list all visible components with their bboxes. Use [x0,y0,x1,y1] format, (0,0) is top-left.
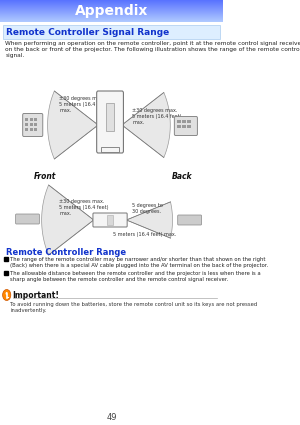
Bar [0,3,223,4]
Bar [188,125,191,128]
Polygon shape [48,91,98,159]
Bar [188,120,191,123]
Bar [25,118,28,121]
Bar [0,8,223,9]
Bar [0,9,223,10]
Bar [177,120,181,123]
Text: 5 degrees to: 5 degrees to [132,203,163,208]
Bar [34,123,37,126]
Circle shape [3,289,11,300]
Circle shape [6,292,8,295]
FancyBboxPatch shape [16,214,39,224]
Text: max.: max. [132,120,145,125]
FancyBboxPatch shape [97,91,123,153]
Bar [0,15,223,16]
Bar [0,12,223,13]
Bar [30,128,33,131]
Text: sharp angle between the remote controller and the remote control signal receiver: sharp angle between the remote controlle… [10,277,228,282]
Text: max.: max. [59,108,72,113]
Bar [0,1,223,2]
Bar [182,125,186,128]
Bar [30,123,33,126]
Bar [3,25,220,39]
Text: ±30 degrees max.: ±30 degrees max. [132,108,178,113]
Text: The allowable distance between the remote controller and the projector is less w: The allowable distance between the remot… [10,271,260,276]
Bar [0,19,223,20]
Text: 49: 49 [106,414,117,422]
Text: on the back or front of the projector. The following illustration shows the rang: on the back or front of the projector. T… [5,47,300,52]
Bar [34,128,37,131]
Text: Front: Front [34,172,56,181]
Bar [0,4,223,5]
Bar [101,147,119,152]
Bar [0,20,223,21]
Text: The range of the remote controller may be narrower and/or shorter than that show: The range of the remote controller may b… [10,257,265,262]
Bar [177,125,181,128]
Bar [0,11,223,12]
Text: Appendix: Appendix [75,4,148,18]
FancyBboxPatch shape [174,116,197,136]
Bar [0,21,223,22]
Bar [0,17,223,18]
Bar [0,0,223,1]
Text: ±30 degrees max.: ±30 degrees max. [59,199,105,204]
FancyBboxPatch shape [178,215,202,225]
Text: To avoid running down the batteries, store the remote control unit so its keys a: To avoid running down the batteries, sto… [11,302,258,307]
Text: 5 meters (16.4 feet): 5 meters (16.4 feet) [59,102,109,107]
Bar [34,118,37,121]
FancyBboxPatch shape [23,113,43,136]
Text: Remote Controller Signal Range: Remote Controller Signal Range [6,28,169,37]
Polygon shape [126,202,172,238]
Text: 5 meters (16.4 feet): 5 meters (16.4 feet) [132,114,182,119]
Polygon shape [42,185,94,255]
Bar [0,14,223,15]
Bar [0,6,223,7]
Text: 30 degrees.: 30 degrees. [132,209,161,214]
Text: 5 meters (16.4 feet) max.: 5 meters (16.4 feet) max. [113,232,176,237]
Bar [0,13,223,14]
Bar [182,120,186,123]
Bar [0,7,223,8]
Text: (Back) when there is a special AV cable plugged into the AV terminal on the back: (Back) when there is a special AV cable … [10,263,268,268]
Bar [106,103,114,131]
Text: When performing an operation on the remote controller, point it at the remote co: When performing an operation on the remo… [5,41,300,46]
Text: 5 meters (16.4 feet): 5 meters (16.4 feet) [59,205,109,210]
Text: max.: max. [59,211,72,216]
Bar [0,18,223,19]
Bar [25,128,28,131]
FancyBboxPatch shape [93,213,127,227]
Bar [0,2,223,3]
Bar [0,16,223,17]
Text: ±30 degrees max.: ±30 degrees max. [59,96,105,101]
Bar [107,215,113,225]
Text: Back: Back [172,172,193,181]
Text: Important!: Important! [13,291,60,300]
Text: inadvertently.: inadvertently. [11,308,47,313]
Bar [25,123,28,126]
Polygon shape [122,93,170,158]
Bar [0,5,223,6]
Bar [0,10,223,11]
Text: signal.: signal. [5,53,25,58]
Text: Remote Controller Range: Remote Controller Range [6,248,126,257]
Bar [30,118,33,121]
